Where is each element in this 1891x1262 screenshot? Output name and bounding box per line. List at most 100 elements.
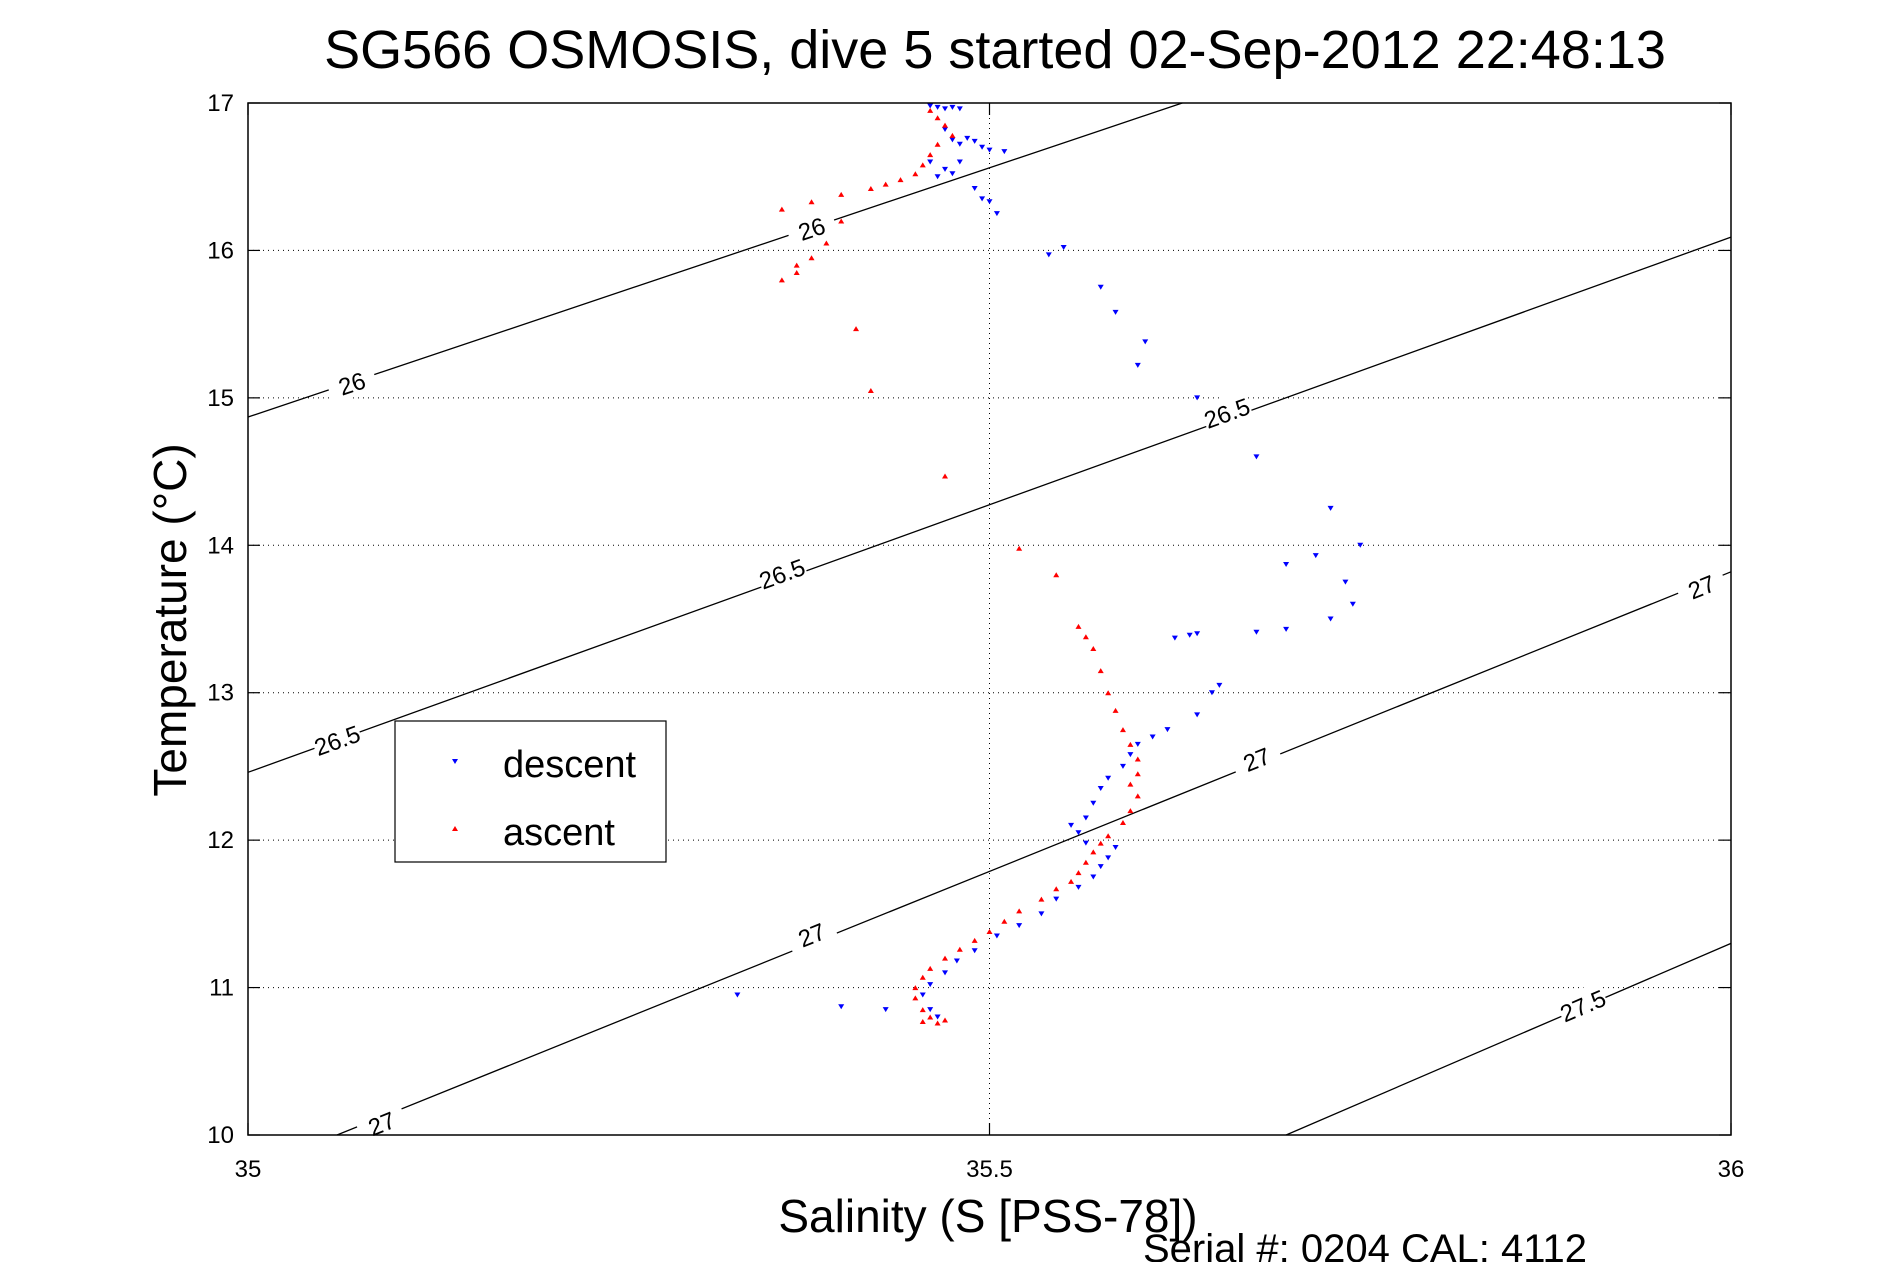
ascent-point	[838, 191, 845, 197]
descent-point	[1082, 840, 1089, 846]
isopycnal-line	[336, 571, 1732, 1136]
descent-point	[949, 171, 956, 177]
ascent-point	[1112, 707, 1119, 713]
descent-point	[993, 211, 1000, 217]
ascent-point	[838, 218, 845, 224]
descent-point	[1327, 505, 1334, 511]
ascent-point	[1075, 623, 1082, 629]
ascent-point	[934, 1020, 941, 1026]
legend: descent ascent	[394, 720, 667, 863]
descent-point	[1208, 690, 1215, 696]
isopycnal-label: 27	[353, 1099, 409, 1146]
ascent-point	[1090, 849, 1097, 855]
descent-point	[1060, 244, 1067, 250]
descent-point	[1194, 395, 1201, 401]
descent-point	[927, 103, 934, 109]
y-tick-label: 16	[207, 237, 234, 264]
ascent-point	[919, 1018, 926, 1024]
descent-point	[1194, 712, 1201, 718]
ascent-point	[853, 326, 860, 332]
ascent-point	[1105, 833, 1112, 839]
isopycnal-label-background	[323, 360, 380, 405]
descent-point	[734, 992, 741, 998]
descent-point	[1045, 252, 1052, 258]
ascent-point	[919, 974, 926, 980]
isopycnal-label-background	[783, 910, 840, 957]
descent-point	[1216, 682, 1223, 688]
ascent-point	[927, 152, 934, 158]
descent-point	[1097, 786, 1104, 792]
isopycnal-label: 27	[1228, 735, 1284, 782]
descent-point	[956, 106, 963, 112]
ascent-point	[1097, 668, 1104, 674]
descent-point	[1149, 734, 1156, 740]
ascent-point	[1127, 808, 1134, 814]
ascent-point	[1134, 756, 1141, 762]
descent-point	[1082, 815, 1089, 821]
descent-point	[971, 186, 978, 192]
descent-point	[1349, 601, 1356, 607]
descent-point	[956, 159, 963, 165]
descent-point	[927, 159, 934, 165]
descent-point	[1112, 309, 1119, 315]
y-tick-label: 12	[207, 827, 234, 854]
descent-point	[949, 137, 956, 143]
ascent-point	[808, 199, 815, 205]
ascent-point	[1134, 771, 1141, 777]
descent-point	[1312, 553, 1319, 559]
descent-point	[934, 1014, 941, 1020]
legend-descent-marker	[452, 759, 458, 764]
isopycnal-label-background	[1198, 389, 1255, 434]
ascent-point	[934, 115, 941, 121]
descent-point	[1194, 631, 1201, 637]
ascent-point	[1001, 918, 1008, 924]
ascent-point	[919, 1007, 926, 1013]
ascent-point	[942, 122, 949, 128]
ascent-point	[1016, 908, 1023, 914]
descent-point	[1016, 923, 1023, 929]
descent-point	[1075, 884, 1082, 890]
grid-lines	[248, 103, 1731, 1135]
ascent-point	[1053, 572, 1060, 578]
isopycnal-line	[247, 236, 1732, 773]
descent-point	[882, 1007, 889, 1013]
isopycnal-line	[247, 102, 1183, 418]
legend-box	[394, 720, 667, 863]
isopycnal-label-background	[308, 716, 365, 762]
x-axis-label: Salinity (S [PSS-78])	[778, 1190, 1197, 1242]
descent-point	[979, 196, 986, 202]
ascent-point	[1090, 645, 1097, 651]
ascent-point	[1127, 741, 1134, 747]
descent-point	[1142, 339, 1149, 345]
descent-point	[934, 174, 941, 180]
ascent-point	[927, 1014, 934, 1020]
ascent-point	[934, 141, 941, 147]
descent-point	[1068, 822, 1075, 828]
ascent-point	[1016, 545, 1023, 551]
ascent-point	[942, 473, 949, 479]
ascent-point	[1082, 859, 1089, 865]
ascent-point	[867, 387, 874, 393]
descent-point	[838, 1004, 845, 1010]
descent-point	[1134, 741, 1141, 747]
y-tick-label: 17	[207, 90, 234, 117]
ascent-point	[949, 132, 956, 138]
ascent-point	[927, 107, 934, 113]
ascent-point	[1097, 840, 1104, 846]
descent-point	[1090, 800, 1097, 806]
ascent-point	[971, 937, 978, 943]
legend-descent-label: descent	[503, 744, 637, 786]
descent-point	[942, 970, 949, 976]
data-points	[734, 103, 1364, 1026]
y-axis-label: Temperature (°C)	[144, 443, 196, 796]
ascent-point	[793, 262, 800, 268]
isopycnal-label-background	[1673, 562, 1729, 609]
x-tick-label: 35.5	[966, 1156, 1013, 1183]
ascent-point	[867, 186, 874, 192]
descent-point	[979, 144, 986, 150]
descent-point	[1038, 911, 1045, 917]
ascent-point	[1068, 878, 1075, 884]
descent-point	[986, 199, 993, 205]
x-tick-label: 36	[1718, 1156, 1745, 1183]
